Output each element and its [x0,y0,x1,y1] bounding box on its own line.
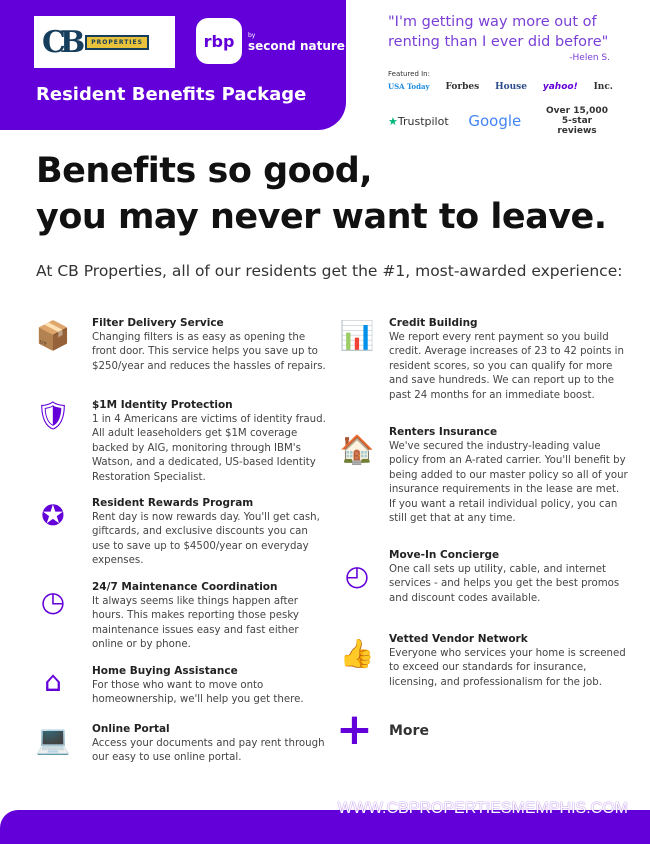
inc-logo: Inc. [593,82,613,92]
benefit-home-buying: Home Buying Assistance For those who want… [92,665,304,705]
testimonial-quote: "I'm getting way more out of renting tha… [388,14,609,50]
yahoo-logo: yahoo! [542,82,578,92]
benefit-online-portal: Online Portal Access your documents and p… [92,723,325,763]
testimonial-author: -Helen S. [569,53,610,63]
benefit-vetted-vendor: Vetted Vendor Network Everyone who servic… [389,633,626,688]
house-logo: House [495,82,527,92]
headline: Benefits so good, you may never want to l… [36,151,607,237]
cb-properties-logo: CB PROPERTIES [34,16,175,68]
star-icon: ★ [388,114,398,128]
benefit-resident-rewards: Resident Rewards Program Rent day is now … [92,497,320,566]
benefit-credit-building: Credit Building We report every rent paym… [389,317,624,401]
house-umbrella-icon: 🏠 [339,432,375,466]
forbes-logo: Forbes [445,82,480,92]
bar-chart-icon: 📊 [339,318,375,352]
benefit-renters-insurance: Renters Insurance We've secured the indus… [389,426,628,524]
thumbs-up-icon: 👍 [339,636,375,670]
house-sign-icon: ⌂ [44,664,62,698]
featured-logos: USA Today Forbes House yahoo! Inc. [388,82,613,92]
footer-bar [0,810,650,844]
award-ribbon-icon: ✪ [41,498,65,532]
box-delivery-icon: 📦 [35,318,71,352]
clock-24-icon: ◴ [344,558,370,592]
banner-title: Resident Benefits Package [36,84,307,105]
usa-today-logo: USA Today [388,82,430,91]
trustpilot-logo: ★Trustpilot [388,114,449,128]
laptop-icon: 💻 [35,722,71,756]
header-banner: CB PROPERTIES rbp by second nature Reside… [0,0,346,130]
benefit-filter-delivery: Filter Delivery Service Changing filters … [92,317,326,372]
benefit-identity-protection: $1M Identity Protection 1 in 4 Americans … [92,399,326,483]
clock-icon: ◷ [40,584,66,618]
subheadline: At CB Properties, all of our residents g… [36,262,623,280]
featured-label: Featured In: [388,70,430,78]
more-label: More [389,723,429,739]
plus-icon: + [336,704,373,755]
google-logo: Google [468,112,522,130]
rbp-logo: rbp [196,18,242,64]
website-url[interactable]: WWW.CBPROPERTIESMEMPHIS.COM [337,800,628,817]
reviews-row: ★Trustpilot Google Over 15,000 5-star re… [388,106,613,136]
reviews-count: Over 15,000 5-star reviews [546,106,608,136]
second-nature-logo: by second nature [248,32,345,53]
benefit-move-in-concierge: Move-In Concierge One call sets up utilit… [389,549,620,604]
id-shield-icon: 🛡 [35,398,71,432]
benefit-maintenance: 24/7 Maintenance Coordination It always s… [92,581,299,650]
